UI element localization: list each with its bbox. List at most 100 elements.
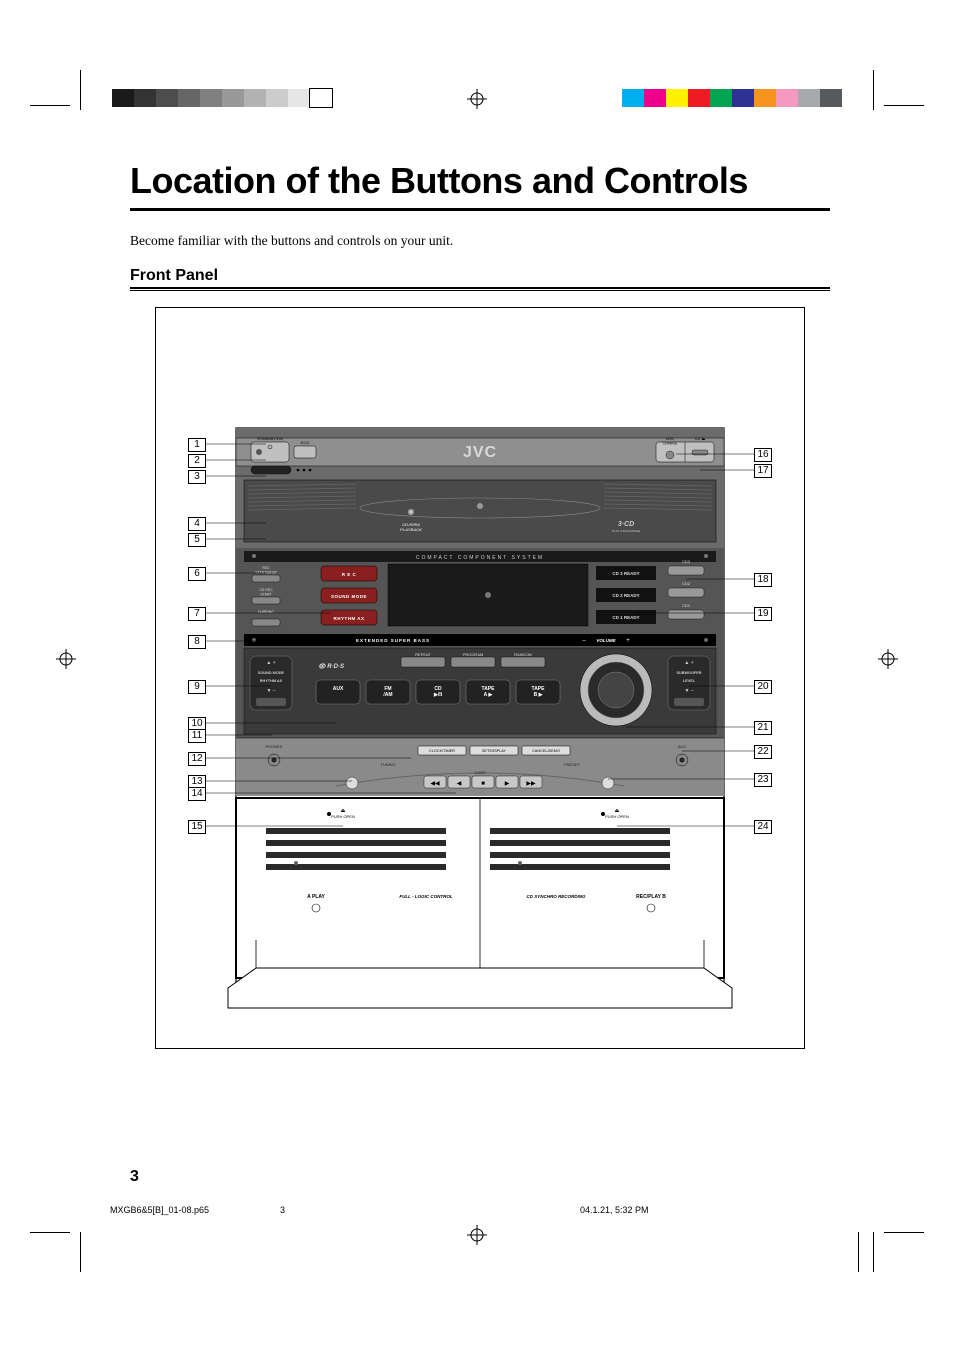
svg-text:ECO: ECO xyxy=(301,440,310,445)
svg-text:CD 2 READY: CD 2 READY xyxy=(612,593,639,598)
svg-text:CD3: CD3 xyxy=(682,559,691,564)
crop-mark xyxy=(80,1232,81,1272)
callout-left: 3 xyxy=(188,470,206,484)
svg-text:AUX: AUX xyxy=(678,744,687,749)
callout-right: 18 xyxy=(754,573,772,587)
svg-text:STANDBY/ON: STANDBY/ON xyxy=(257,436,283,441)
callout-left: 6 xyxy=(188,567,206,581)
greyscale-bar xyxy=(112,89,332,107)
crop-mark xyxy=(30,105,70,106)
svg-text:VOLUME: VOLUME xyxy=(596,638,616,643)
svg-text:AUX: AUX xyxy=(333,686,344,692)
crop-mark xyxy=(858,1232,859,1272)
content-column: Location of the Buttons and Controls Bec… xyxy=(130,160,830,1049)
svg-text:PUSH OPEN: PUSH OPEN xyxy=(331,814,355,819)
svg-text:FULL - LOGIC CONTROL: FULL - LOGIC CONTROL xyxy=(399,894,452,899)
callout-right: 19 xyxy=(754,607,772,621)
subheading: Front Panel xyxy=(130,267,830,285)
svg-text:PUSH OPEN: PUSH OPEN xyxy=(605,814,629,819)
svg-text:+: + xyxy=(626,638,630,644)
svg-text:SUBWOOFER: SUBWOOFER xyxy=(676,671,701,675)
svg-text:LEVEL: LEVEL xyxy=(683,679,696,683)
svg-text:CD RECSTART: CD RECSTART xyxy=(259,588,273,597)
svg-text:3·CD: 3·CD xyxy=(618,521,634,528)
svg-text:◉: ◉ xyxy=(408,507,415,516)
callout-left: 8 xyxy=(188,635,206,649)
register-mark xyxy=(467,1225,487,1245)
page-number: 3 xyxy=(130,1168,139,1186)
svg-text:COMPACT COMPONENT SYSTEM: COMPACT COMPONENT SYSTEM xyxy=(416,555,544,561)
callout-right: 24 xyxy=(754,820,772,834)
svg-text:▲ +: ▲ + xyxy=(684,660,693,666)
svg-text:▶▶: ▶▶ xyxy=(526,781,536,787)
svg-text:CANCEL/DEMO: CANCEL/DEMO xyxy=(532,749,560,753)
svg-text:EXTENDED SUPER BASS: EXTENDED SUPER BASS xyxy=(356,638,430,643)
callout-right: 20 xyxy=(754,680,772,694)
callout-right: 16 xyxy=(754,448,772,462)
callout-left: 2 xyxy=(188,454,206,468)
crop-mark xyxy=(884,105,924,106)
svg-text:▼ –: ▼ – xyxy=(684,688,693,694)
svg-text:RHYTHM AX: RHYTHM AX xyxy=(333,616,364,621)
crop-mark xyxy=(873,1232,874,1272)
callout-left: 14 xyxy=(188,787,206,801)
svg-text:CD-R/RWPLAYBACK: CD-R/RWPLAYBACK xyxy=(400,522,423,532)
register-mark xyxy=(467,89,487,109)
svg-text:◀: ◀ xyxy=(457,781,462,787)
svg-text:JVC: JVC xyxy=(463,444,497,461)
register-mark xyxy=(56,649,76,669)
crop-mark xyxy=(30,1232,70,1233)
crop-mark xyxy=(80,70,81,110)
svg-text:SOUND MODE: SOUND MODE xyxy=(258,671,285,675)
svg-text:CD SYNCHRO RECORDING: CD SYNCHRO RECORDING xyxy=(526,894,586,899)
svg-text:CD▶/II: CD▶/II xyxy=(433,686,443,698)
svg-text:DUBBING: DUBBING xyxy=(258,610,274,614)
svg-text:PRESET: PRESET xyxy=(564,762,581,767)
page-title: Location of the Buttons and Controls xyxy=(130,160,830,202)
intro-text: Become familiar with the buttons and con… xyxy=(130,233,830,249)
svg-text:CD 3 READY: CD 3 READY xyxy=(612,571,639,576)
callout-left: 7 xyxy=(188,607,206,621)
svg-text:TUNING: TUNING xyxy=(380,762,395,767)
page: Location of the Buttons and Controls Bec… xyxy=(0,0,954,1353)
callout-left: 1 xyxy=(188,438,206,452)
svg-text:▼ –: ▼ – xyxy=(266,688,275,694)
footer-timestamp: 04.1.21, 5:32 PM xyxy=(580,1205,649,1215)
svg-text:SET/DISPLAY: SET/DISPLAY xyxy=(482,749,507,753)
callout-left: 12 xyxy=(188,752,206,766)
crop-mark xyxy=(884,1232,924,1233)
subheading-rule xyxy=(130,287,830,291)
svg-text:CD ⏏: CD ⏏ xyxy=(695,436,706,441)
diagram-frame: 123456789101112131415 161718192021222324… xyxy=(155,307,805,1049)
svg-text:CLOCK/TIMER: CLOCK/TIMER xyxy=(429,749,455,753)
svg-text:FM/AM: FM/AM xyxy=(383,686,392,698)
svg-text:◀◀: ◀◀ xyxy=(430,781,440,787)
footer-sheet: 3 xyxy=(280,1205,285,1215)
svg-text:SLEEP: SLEEP xyxy=(474,771,486,775)
svg-text:▶: ▶ xyxy=(505,781,510,787)
svg-text:RANDOM: RANDOM xyxy=(514,652,532,657)
svg-text:PHONES: PHONES xyxy=(266,744,283,749)
callout-right: 21 xyxy=(754,721,772,735)
callout-left: 4 xyxy=(188,517,206,531)
svg-text:A PLAY: A PLAY xyxy=(307,894,325,900)
callout-left: 11 xyxy=(188,729,206,743)
svg-text:👁 R·D·S: 👁 R·D·S xyxy=(318,663,344,670)
register-mark xyxy=(878,649,898,669)
title-rule xyxy=(130,208,830,211)
svg-text:CD 1 READY: CD 1 READY xyxy=(612,615,639,620)
svg-text:⏻: ⏻ xyxy=(268,444,273,451)
callout-left: 5 xyxy=(188,533,206,547)
footer-filename: MXGB6&5[B]_01-08.p65 xyxy=(110,1205,209,1215)
crop-mark xyxy=(873,70,874,110)
svg-text:▲ +: ▲ + xyxy=(266,660,275,666)
svg-text:SOUND MODE: SOUND MODE xyxy=(331,594,367,599)
svg-text:PROGRAM: PROGRAM xyxy=(463,652,484,657)
svg-text:■: ■ xyxy=(481,781,485,787)
svg-text:REC/PLAY B: REC/PLAY B xyxy=(636,894,666,900)
color-bar xyxy=(622,89,842,107)
svg-text:CD2: CD2 xyxy=(682,581,691,586)
callout-right: 17 xyxy=(754,464,772,478)
callout-right: 22 xyxy=(754,745,772,759)
callout-left: 9 xyxy=(188,680,206,694)
